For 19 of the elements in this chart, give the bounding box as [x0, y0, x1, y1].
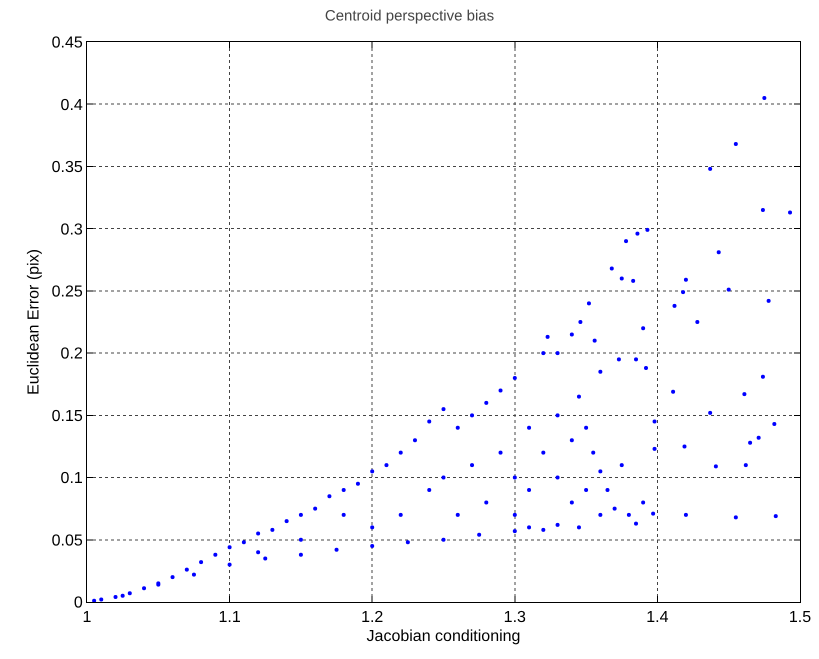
chart-title: Centroid perspective bias	[324, 7, 494, 24]
y-tick-label: 0.25	[52, 283, 83, 300]
y-tick-label: 0.45	[52, 34, 83, 52]
x-tick-label: 1.4	[646, 609, 669, 626]
x-tick-label: 1.2	[361, 609, 384, 626]
x-tick-label: 1.5	[788, 609, 812, 626]
y-tick-label: 0.05	[52, 532, 83, 550]
y-tick-label: 0.35	[52, 159, 83, 176]
y-tick-label: 0.4	[60, 96, 83, 114]
x-tick-label: 1.1	[218, 609, 241, 626]
x-axis-title: Jacobian conditioning	[366, 628, 520, 645]
y-tick-label: 0.15	[52, 408, 83, 425]
y-tick-label: 0.3	[60, 221, 83, 238]
y-axis-title: Euclidean Error (pix)	[26, 249, 43, 395]
x-tick-label: 1.3	[504, 609, 526, 626]
y-tick-label: 0.1	[60, 470, 83, 488]
y-tick-label: 0	[74, 594, 83, 612]
x-tick-label: 1	[82, 609, 92, 626]
y-tick-label: 0.2	[60, 346, 83, 363]
